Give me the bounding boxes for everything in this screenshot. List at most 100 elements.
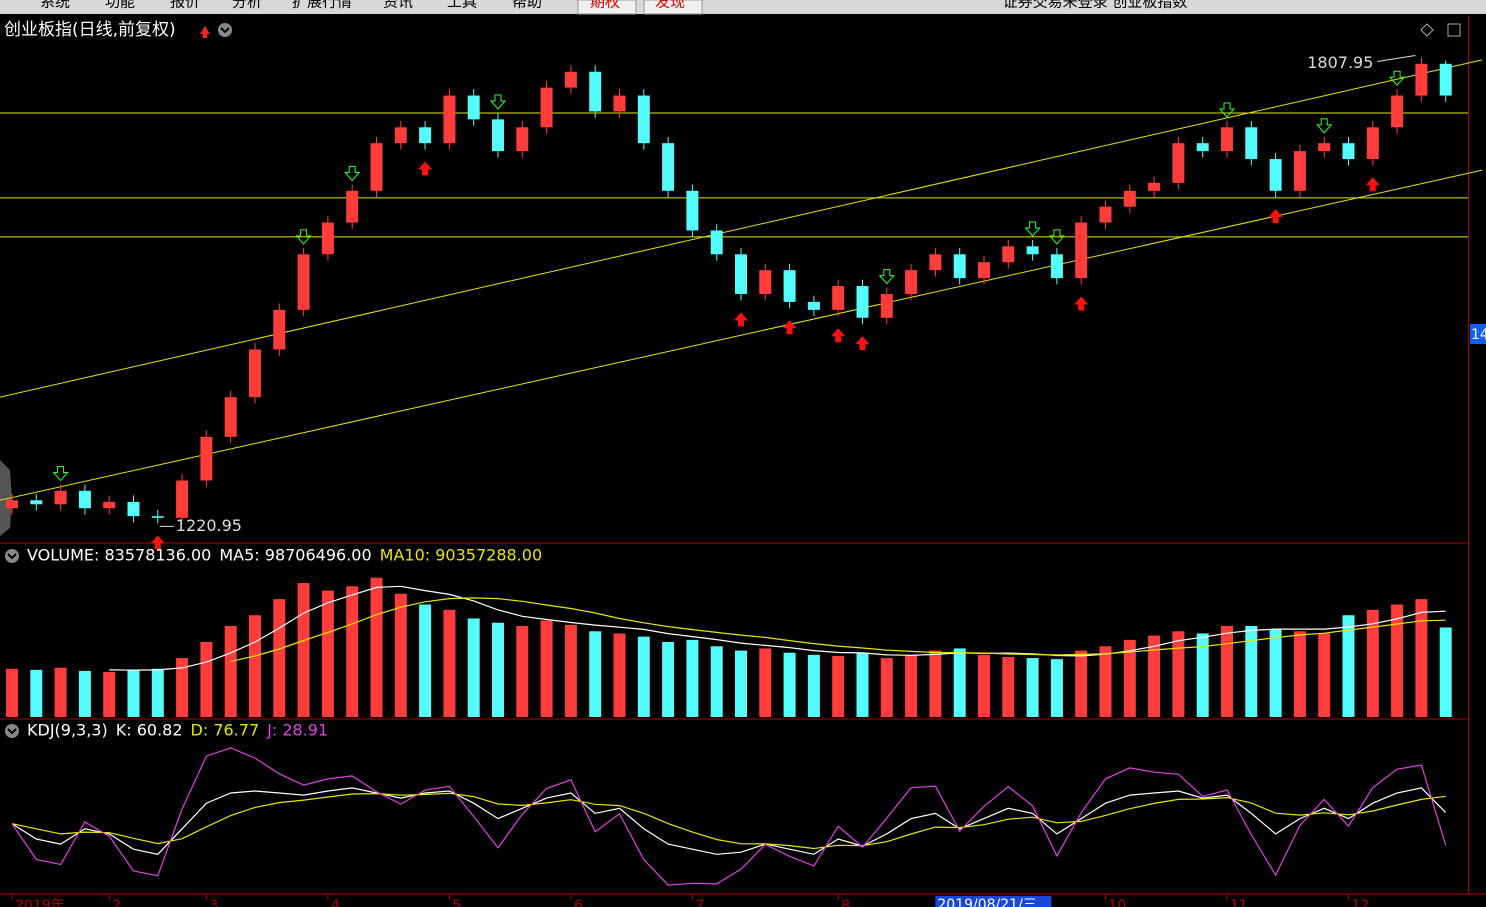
candle-body (127, 501, 140, 517)
sell-signal (344, 165, 361, 182)
x-tick-label: 6 (574, 898, 583, 907)
candle-body (1439, 63, 1452, 96)
candle-body (54, 490, 67, 505)
volume-bar (1342, 615, 1355, 717)
volume-bar (978, 654, 990, 717)
x-tick-label: 7 (695, 898, 704, 907)
candle-body (1221, 127, 1233, 152)
volume-bar (297, 583, 310, 717)
menu-box (643, 0, 703, 15)
menu-item[interactable]: 期权 (590, 0, 620, 11)
volume-bar (224, 625, 237, 717)
x-tick-label: 2019年 (15, 898, 65, 907)
candle-body (613, 95, 626, 112)
volume-bar (78, 670, 91, 717)
legend-entry: MA5: 98706496.00 (219, 546, 371, 565)
candle-body (856, 286, 869, 318)
volume-bar (30, 669, 43, 717)
volume-bar (443, 609, 456, 717)
volume-bar (905, 654, 918, 717)
volume-bar (1148, 635, 1161, 717)
menu-item[interactable]: 报价 (170, 0, 200, 11)
menu-item[interactable]: 帮助 (512, 0, 542, 11)
candle-body (151, 516, 164, 518)
candle-body (662, 143, 675, 191)
x-tick-label: 5 (452, 898, 461, 907)
volume-bar (735, 650, 747, 717)
volume-bar (1026, 658, 1039, 717)
sell-signal (295, 229, 312, 245)
volume-bar (1439, 627, 1452, 717)
menu-box (577, 0, 637, 15)
menu-button[interactable] (218, 23, 232, 37)
candle-body (807, 301, 820, 310)
volume-bar (540, 620, 553, 717)
x-tick-label: 2 (112, 898, 121, 907)
candle-body (467, 95, 480, 120)
candle-body (1269, 159, 1282, 191)
sell-signal (878, 269, 895, 285)
icon[interactable] (1420, 23, 1434, 37)
menu-button[interactable] (5, 724, 19, 738)
candle-body (346, 190, 359, 223)
candle-body (1415, 63, 1428, 96)
menu-item[interactable]: 资讯 (383, 0, 413, 11)
candle-body (929, 254, 942, 271)
sell-signal (52, 465, 69, 482)
trend-line (0, 169, 1483, 501)
high-label: 1807.95 (1307, 53, 1373, 72)
menu-item[interactable]: 分析 (232, 0, 262, 11)
menu-item[interactable]: 扩展行情 (292, 0, 352, 11)
volume-bar (176, 658, 189, 717)
candle-body (540, 87, 553, 128)
volume-bar (710, 646, 723, 717)
x-tick-label: 12 (1352, 898, 1370, 907)
buy-signal (855, 336, 870, 351)
candle-body (637, 95, 650, 144)
volume-bar (516, 625, 529, 717)
menu-item[interactable]: 系统 (40, 0, 70, 11)
icon[interactable] (1447, 23, 1461, 37)
indicator-line (109, 585, 1446, 671)
side-handle[interactable] (0, 460, 12, 536)
legend-entry: MA10: 90357288.00 (380, 546, 542, 565)
candle-body (419, 127, 432, 144)
chevron (7, 728, 17, 735)
cursor-box (935, 896, 1052, 907)
x-tick-label: 10 (1109, 898, 1127, 907)
axis-cursor (1470, 324, 1486, 344)
buy-signal (734, 312, 748, 327)
candle-body (273, 309, 286, 350)
trend-line (0, 59, 1483, 398)
buy-signal (150, 535, 165, 550)
menu-item[interactable]: 工具 (447, 0, 477, 11)
candle-body (6, 500, 18, 509)
candle-body (589, 71, 602, 112)
x-tick-label: 8 (841, 898, 850, 907)
menu-item[interactable]: 功能 (105, 0, 135, 11)
menu-button[interactable] (5, 549, 19, 563)
volume-bar (346, 586, 359, 717)
candle-body (297, 254, 310, 310)
candle-body (564, 71, 577, 88)
chevron (7, 553, 17, 560)
menu-item[interactable]: 发现 (655, 0, 685, 11)
window-title: 证券交易未登录 创业板指数 (1003, 0, 1188, 11)
volume-bar (880, 658, 893, 717)
volume-bar (1002, 657, 1015, 717)
indicator-line (11, 792, 1446, 850)
sell-signal (1024, 221, 1041, 237)
volume-bar (151, 668, 164, 717)
candle-body (443, 95, 456, 144)
volume-bar (467, 618, 480, 717)
legend-entry: VOLUME: 83578136.00 (27, 546, 211, 565)
volume-bar (1196, 633, 1209, 717)
candle-body (224, 397, 237, 437)
volume-bar (54, 667, 67, 717)
volume-bar (832, 655, 845, 717)
candle-body (1099, 206, 1112, 223)
candle-body (1196, 143, 1209, 152)
volume-bar (419, 604, 432, 717)
volume-bar (1318, 633, 1331, 717)
